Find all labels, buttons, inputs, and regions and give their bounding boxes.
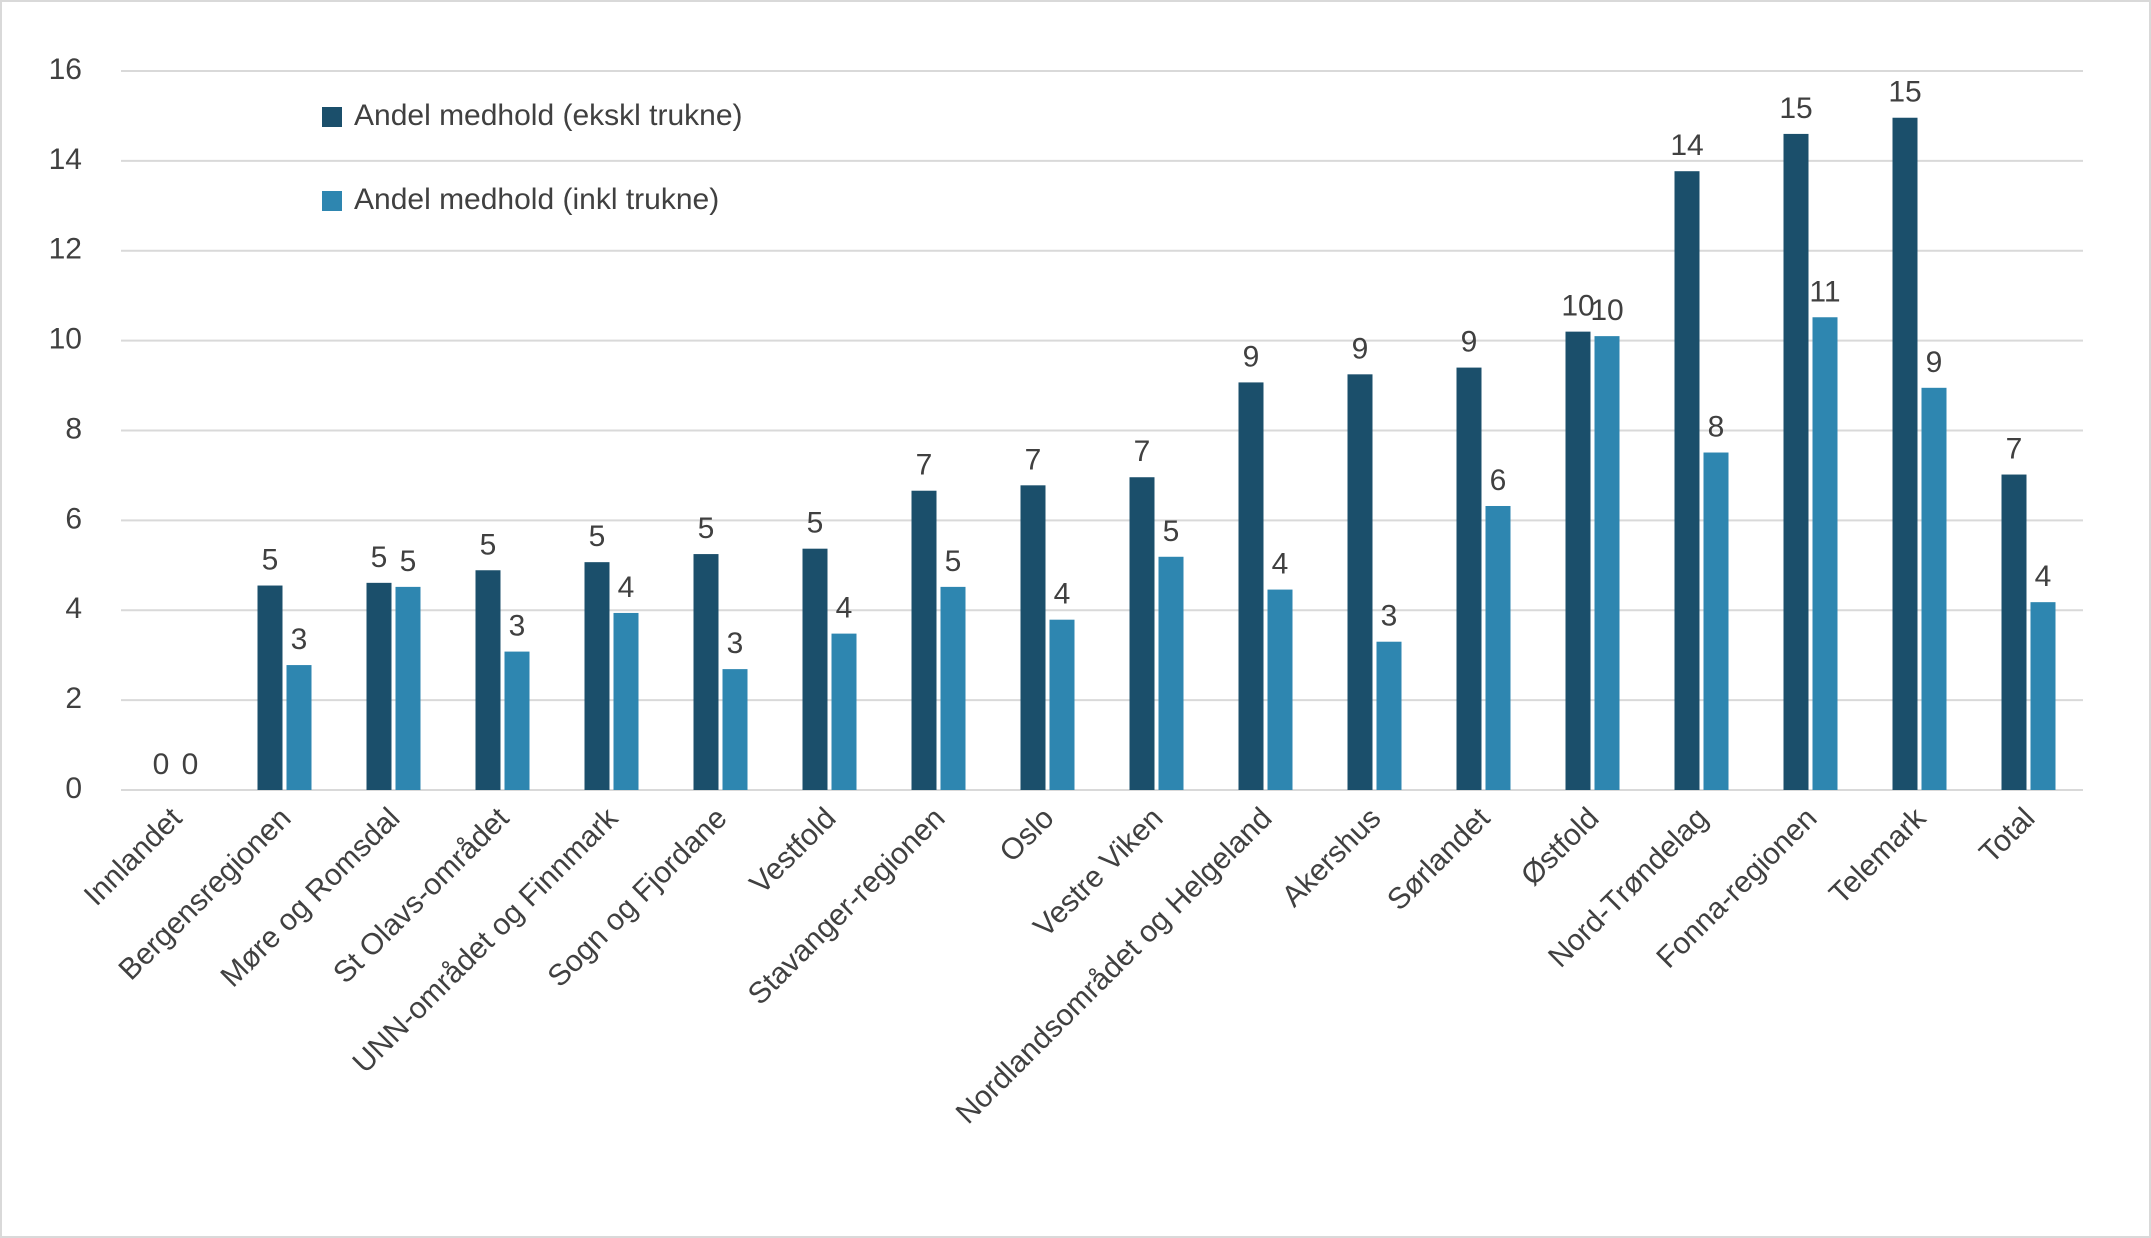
value-label: 4 [618, 571, 635, 604]
value-label: 10 [1561, 290, 1594, 323]
legend-swatch [322, 191, 342, 211]
value-label: 5 [371, 541, 388, 574]
value-label: 3 [1381, 600, 1398, 633]
bar [1594, 336, 1620, 790]
value-label: 9 [1461, 326, 1478, 359]
y-tick-label: 14 [49, 143, 82, 176]
bar [1020, 485, 1046, 790]
y-tick-label: 10 [49, 323, 82, 356]
value-label: 8 [1708, 411, 1725, 444]
value-label: 5 [698, 512, 715, 545]
value-label: 4 [1272, 548, 1289, 581]
bar [2001, 474, 2027, 790]
value-label: 3 [727, 627, 744, 660]
value-label: 0 [182, 748, 199, 781]
bar [1158, 556, 1184, 790]
value-label: 5 [262, 544, 279, 577]
value-label: 14 [1670, 129, 1703, 162]
value-label: 5 [400, 545, 417, 578]
legend-label: Andel medhold (ekskl trukne) [354, 99, 743, 132]
bar [286, 665, 312, 790]
value-label: 5 [807, 507, 824, 540]
bar [2030, 602, 2056, 790]
bar [1703, 452, 1729, 790]
bar [504, 651, 530, 790]
bar [584, 562, 610, 790]
bar [1238, 382, 1264, 790]
value-label: 9 [1926, 346, 1943, 379]
bar [1812, 317, 1838, 790]
bar [1892, 117, 1918, 791]
y-tick-label: 6 [65, 502, 82, 535]
y-tick-label: 2 [65, 682, 82, 715]
bar [257, 585, 283, 790]
bar [802, 548, 828, 790]
value-label: 11 [1809, 275, 1840, 308]
value-label: 9 [1243, 340, 1260, 373]
bar [1376, 641, 1402, 790]
y-tick-label: 16 [49, 53, 82, 86]
bar [722, 669, 748, 790]
value-label: 4 [1054, 578, 1071, 611]
bar [1783, 133, 1809, 791]
value-label: 7 [1134, 435, 1151, 468]
value-label: 4 [836, 592, 853, 625]
value-label: 7 [1025, 443, 1042, 476]
bar [395, 586, 421, 790]
value-label: 0 [153, 748, 170, 781]
bar [1347, 374, 1373, 790]
bar [1456, 367, 1482, 790]
value-label: 5 [945, 545, 962, 578]
bar [1921, 387, 1947, 790]
value-label: 7 [2006, 433, 2023, 466]
bar [831, 633, 857, 790]
bar [911, 490, 937, 790]
value-label: 15 [1888, 76, 1921, 109]
bar [475, 570, 501, 790]
value-label: 3 [509, 610, 526, 643]
value-label: 6 [1490, 464, 1507, 497]
bar [1674, 171, 1700, 790]
value-label: 15 [1779, 92, 1812, 125]
legend-swatch [322, 107, 342, 127]
legend-label: Andel medhold (inkl trukne) [354, 183, 719, 216]
bar [693, 554, 719, 790]
y-tick-label: 8 [65, 412, 82, 445]
value-label: 10 [1590, 294, 1623, 327]
value-label: 3 [291, 623, 308, 656]
bar [1267, 589, 1293, 790]
bar [366, 582, 392, 790]
bar [1485, 505, 1511, 790]
bar [1049, 619, 1075, 790]
value-label: 4 [2035, 560, 2052, 593]
bar [940, 586, 966, 790]
value-label: 7 [916, 449, 933, 482]
y-tick-label: 4 [65, 592, 82, 625]
bar [1129, 477, 1155, 790]
bar [1565, 331, 1591, 790]
value-label: 5 [480, 528, 497, 561]
y-tick-label: 0 [65, 772, 82, 805]
value-label: 5 [589, 520, 606, 553]
value-label: 5 [1163, 515, 1180, 548]
value-label: 9 [1352, 332, 1369, 365]
bar [613, 612, 639, 790]
y-tick-label: 12 [49, 233, 82, 266]
